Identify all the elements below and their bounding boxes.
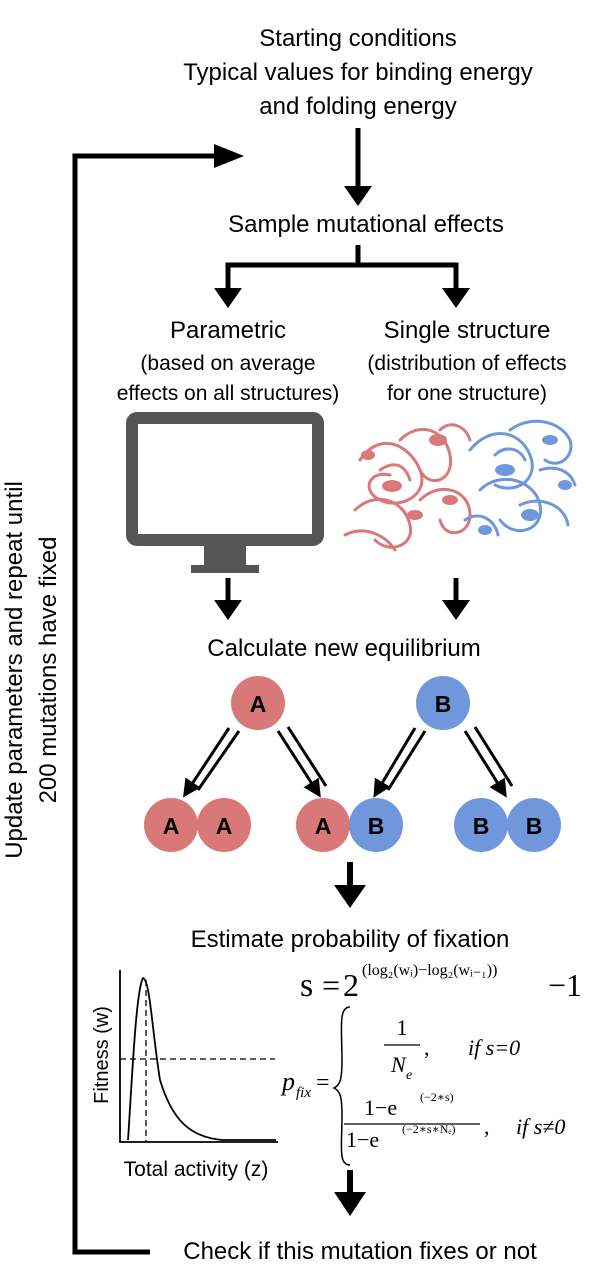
dimer-aa-right-label: A	[216, 813, 233, 839]
formula-two: 2	[343, 967, 359, 1003]
single-structure-title: Single structure	[384, 317, 551, 344]
fixation-probability-formula: p fix = 1 N e , if s=0 1−e (−2∗s) 1−e (−…	[280, 1006, 565, 1166]
loop-arrowhead	[214, 144, 244, 168]
equilibrium-label: Calculate new equilibrium	[207, 635, 480, 662]
monomer-b-label: B	[435, 691, 452, 717]
formula-p-equals: =	[316, 1070, 330, 1096]
formula-equals: =	[322, 967, 340, 1003]
single-structure-desc-2: for one structure)	[387, 382, 547, 405]
case1-denominator-subscript: e	[406, 1068, 412, 1083]
fitness-curve	[127, 976, 276, 1141]
dimer-ab: A B	[296, 798, 403, 852]
parametric-desc-2: effects on all structures)	[117, 382, 340, 405]
loop-label-line2: 200 mutations have fixed	[35, 537, 62, 804]
case2-denominator-exponent: (−2∗s∗Nₑ)	[402, 1122, 455, 1136]
case2-condition: if s≠0	[516, 1114, 565, 1139]
parametric-desc-1: (based on average	[140, 352, 315, 375]
dimer-ab-right-label: B	[368, 813, 385, 839]
monomer-a-label: A	[250, 691, 267, 717]
selection-coefficient-formula: s = 2 (log₂(wᵢ)−log₂(wᵢ₋₁)) −1	[300, 962, 582, 1004]
fitness-graph-axes	[119, 970, 278, 1143]
formula-p-subscript: fix	[296, 1085, 311, 1101]
sample-label: Sample mutational effects	[228, 211, 504, 238]
case2-numerator: 1−e	[364, 1095, 397, 1120]
case1-denominator: N	[390, 1052, 407, 1077]
dimer-bb-right-label: B	[526, 813, 543, 839]
protein-structure-icon	[343, 419, 577, 552]
fitness-graph	[119, 970, 278, 1143]
formula-p: p	[280, 1067, 295, 1096]
start-line-folding: and folding energy	[259, 93, 456, 120]
case1-comma: ,	[424, 1035, 430, 1060]
split-arrow	[214, 245, 470, 308]
formula-brace	[332, 1006, 351, 1166]
formula-exponent: (log₂(wᵢ)−log₂(wᵢ₋₁))	[362, 962, 497, 979]
monomer-b: B	[416, 676, 470, 730]
arrow-down-parametric	[214, 578, 242, 620]
fitness-graph-ylabel: Fitness (w)	[91, 1006, 113, 1104]
arrow-down-check	[334, 1170, 366, 1216]
dimer-aa: A A	[144, 798, 251, 852]
start-line-binding: Typical values for binding energy	[183, 59, 533, 86]
feedback-loop	[72, 144, 244, 1255]
arrow-down-fixation	[334, 862, 366, 908]
parametric-title: Parametric	[170, 317, 286, 344]
case1-numerator: 1	[397, 1015, 408, 1040]
case1-condition: if s=0	[468, 1035, 520, 1060]
formula-minus-one: −1	[548, 967, 582, 1003]
monomer-a: A	[231, 676, 285, 730]
single-structure-desc-1: (distribution of effects	[367, 352, 566, 375]
fitness-graph-xlabel: Total activity (z)	[124, 1158, 269, 1181]
computer-monitor-icon	[126, 412, 324, 573]
arrow-down-sample	[344, 128, 372, 206]
formula-s: s	[300, 967, 313, 1004]
loop-label-line1: Update parameters and repeat until	[1, 481, 28, 859]
check-fixation-label: Check if this mutation fixes or not	[183, 1238, 537, 1265]
dimer-ab-left-label: A	[315, 813, 332, 839]
equilibrium-arrows	[183, 726, 514, 798]
dimer-aa-left-label: A	[163, 813, 180, 839]
case2-comma: ,	[484, 1114, 490, 1139]
case2-denominator: 1−e	[346, 1127, 379, 1152]
arrow-down-single	[442, 578, 470, 620]
start-title: Starting conditions	[259, 25, 456, 52]
dimer-bb-left-label: B	[473, 813, 490, 839]
case2-numerator-exponent: (−2∗s)	[420, 1090, 454, 1104]
dimer-bb: B B	[454, 798, 561, 852]
fixation-label: Estimate probability of fixation	[191, 926, 510, 953]
